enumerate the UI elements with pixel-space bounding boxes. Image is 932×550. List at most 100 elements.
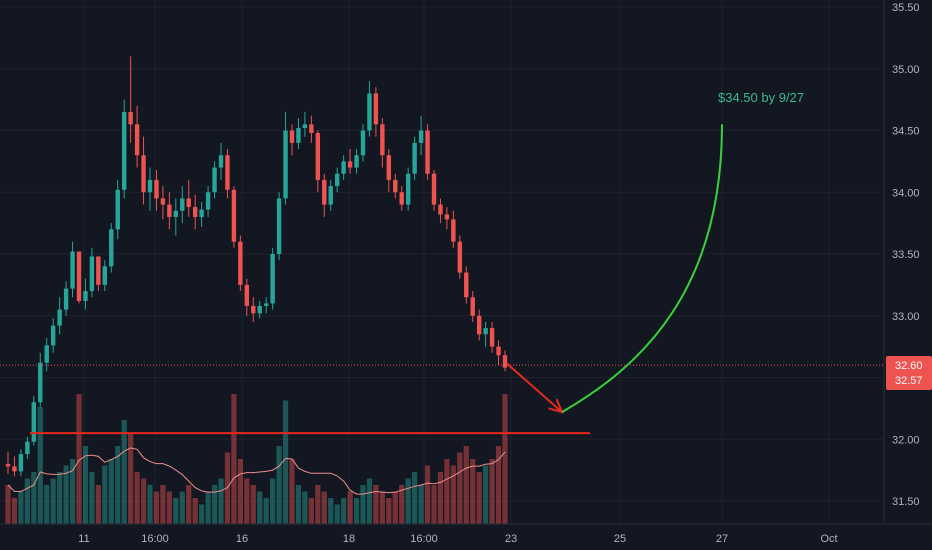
x-tick-label: 23 bbox=[505, 533, 517, 545]
volume-bar bbox=[95, 485, 101, 524]
volume-bar bbox=[444, 459, 450, 524]
volume-bar bbox=[134, 472, 140, 524]
volume-bar bbox=[302, 491, 308, 524]
candle-body bbox=[476, 315, 482, 335]
candle-body bbox=[31, 402, 37, 442]
volume-bar bbox=[450, 465, 456, 524]
x-tick-label: 18 bbox=[343, 533, 355, 545]
candle-body bbox=[192, 207, 198, 217]
volume-bar bbox=[379, 491, 385, 524]
volume-bar bbox=[341, 498, 347, 524]
candle-body bbox=[76, 251, 82, 301]
candle-body bbox=[5, 463, 11, 467]
volume-bar bbox=[166, 491, 172, 524]
volume-bar bbox=[463, 446, 469, 524]
candle-body bbox=[154, 179, 159, 199]
volume-bar bbox=[392, 491, 398, 524]
volume-bar bbox=[412, 472, 418, 524]
volume-bar bbox=[424, 465, 431, 524]
y-tick-label: 32.00 bbox=[892, 434, 920, 446]
y-tick-label: 33.00 bbox=[892, 311, 920, 323]
candle-body bbox=[354, 155, 359, 168]
x-tick-label: 25 bbox=[614, 533, 626, 545]
volume-bar bbox=[405, 478, 411, 524]
volume-bar bbox=[270, 478, 276, 524]
candle-body bbox=[289, 130, 295, 143]
volume-bar bbox=[295, 485, 302, 524]
volume-bar bbox=[257, 491, 263, 524]
candle-body bbox=[347, 161, 353, 168]
candle-body bbox=[418, 130, 424, 143]
candle-body bbox=[167, 204, 172, 217]
candle-body bbox=[483, 328, 488, 335]
candles bbox=[5, 56, 508, 477]
volume-bar bbox=[231, 394, 237, 524]
volume-bar bbox=[147, 485, 153, 524]
candle-body bbox=[270, 254, 275, 304]
candle-body bbox=[57, 309, 62, 326]
candle-body bbox=[121, 111, 127, 190]
candle-body bbox=[199, 209, 204, 217]
volume-bar bbox=[276, 446, 282, 524]
volume-bar bbox=[115, 446, 121, 524]
candle-body bbox=[360, 130, 366, 156]
candle-body bbox=[25, 441, 30, 455]
volume-bar bbox=[495, 446, 502, 524]
volume-bar bbox=[205, 491, 211, 524]
candle-body bbox=[128, 111, 133, 125]
candle-body bbox=[496, 346, 501, 356]
candle-body bbox=[12, 466, 17, 472]
volume-bar bbox=[418, 485, 424, 524]
volume-bar bbox=[37, 407, 43, 524]
candle-body bbox=[160, 198, 166, 205]
candle-body bbox=[63, 288, 69, 310]
volume-bar bbox=[373, 485, 379, 524]
volume-bar bbox=[24, 478, 30, 524]
volume-bar bbox=[44, 485, 50, 524]
volume-bar bbox=[121, 420, 127, 524]
candle-body bbox=[341, 161, 346, 174]
volume-bar bbox=[218, 478, 224, 524]
volume-bar bbox=[437, 472, 444, 524]
candle-body bbox=[405, 173, 411, 205]
candle-body bbox=[296, 128, 301, 143]
candle-body bbox=[212, 167, 217, 193]
candle-body bbox=[38, 362, 43, 403]
candle-body bbox=[315, 132, 321, 180]
volume-bar bbox=[386, 498, 392, 524]
volume-bar bbox=[102, 465, 108, 524]
volume-bar bbox=[140, 478, 147, 524]
volume-bar bbox=[347, 491, 353, 524]
last-price-label: 32.60 bbox=[895, 360, 923, 372]
volume-bar bbox=[328, 498, 334, 524]
volume-bar bbox=[399, 485, 405, 524]
candle-body bbox=[44, 345, 49, 363]
x-tick-label: 16:00 bbox=[141, 533, 169, 545]
candle-body bbox=[244, 284, 250, 306]
candle-body bbox=[238, 241, 243, 285]
candle-body bbox=[205, 192, 211, 210]
volume-bar bbox=[186, 485, 192, 524]
volume-bar bbox=[192, 498, 198, 524]
candle-body bbox=[322, 179, 327, 205]
volume-bar bbox=[69, 459, 76, 524]
volume-bar bbox=[224, 452, 231, 524]
volume-bar bbox=[179, 491, 185, 524]
candle-body bbox=[425, 130, 430, 174]
volume-bar bbox=[366, 478, 373, 524]
candle-body bbox=[83, 291, 88, 301]
candle-body bbox=[276, 198, 282, 254]
y-tick-label: 31.50 bbox=[892, 496, 920, 508]
candle-body bbox=[134, 124, 140, 156]
candle-body bbox=[457, 241, 463, 273]
volume-bar bbox=[282, 400, 289, 524]
candle-body bbox=[283, 130, 288, 199]
volume-bar bbox=[457, 452, 463, 524]
candle-body bbox=[251, 305, 256, 314]
volume-bar bbox=[199, 504, 205, 524]
volume-bar bbox=[18, 491, 24, 524]
volume-bar bbox=[250, 485, 256, 524]
volume-bar bbox=[308, 498, 314, 524]
volume-bar bbox=[315, 485, 321, 524]
last-price-tag: 32.60 32.57 bbox=[886, 356, 932, 390]
